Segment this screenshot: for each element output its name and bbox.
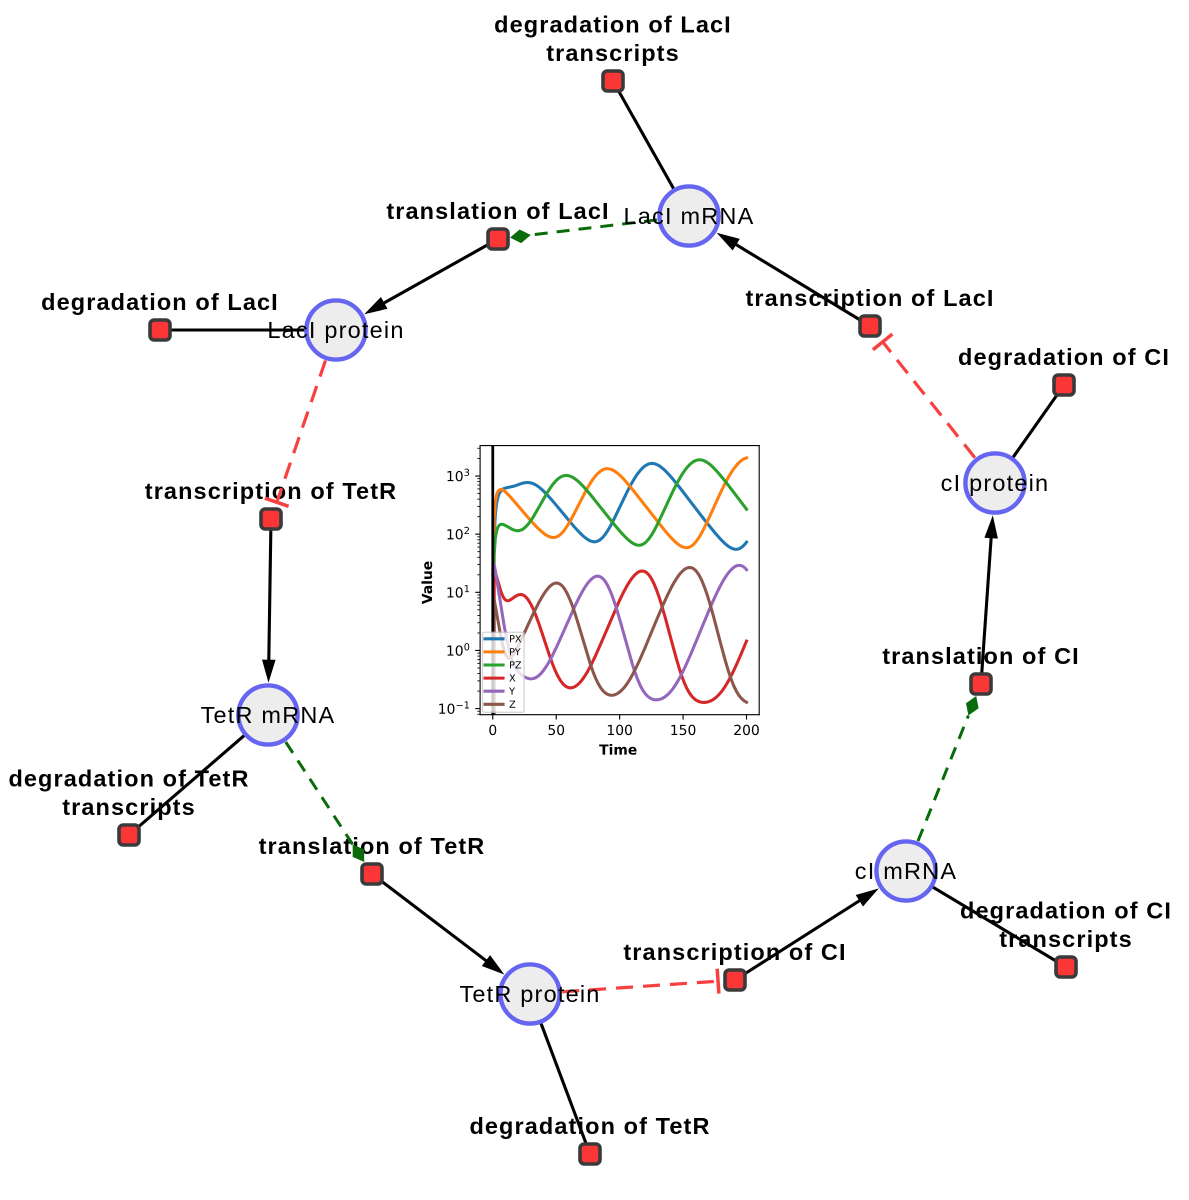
svg-text:LacI protein: LacI protein (267, 317, 404, 343)
svg-text:LacI mRNA: LacI mRNA (624, 203, 755, 229)
svg-text:cI mRNA: cI mRNA (855, 858, 957, 884)
svg-text:cI protein: cI protein (941, 470, 1050, 496)
svg-text:transcripts: transcripts (546, 40, 680, 66)
svg-text:degradation of TetR: degradation of TetR (469, 1113, 710, 1139)
svg-text:TetR protein: TetR protein (459, 981, 600, 1007)
svg-text:translation of TetR: translation of TetR (259, 833, 486, 859)
svg-text:degradation of CI: degradation of CI (958, 344, 1170, 370)
svg-text:translation of LacI: translation of LacI (386, 198, 609, 224)
svg-text:degradation of TetR: degradation of TetR (8, 766, 249, 792)
svg-text:TetR mRNA: TetR mRNA (201, 702, 336, 728)
svg-text:degradation of LacI: degradation of LacI (494, 12, 732, 38)
svg-text:translation of CI: translation of CI (882, 643, 1080, 669)
svg-text:degradation of CI: degradation of CI (960, 898, 1172, 924)
svg-text:degradation of LacI: degradation of LacI (41, 289, 279, 315)
svg-text:transcription of CI: transcription of CI (623, 939, 846, 965)
svg-text:transcripts: transcripts (62, 794, 196, 820)
svg-text:transcription of LacI: transcription of LacI (746, 285, 995, 311)
